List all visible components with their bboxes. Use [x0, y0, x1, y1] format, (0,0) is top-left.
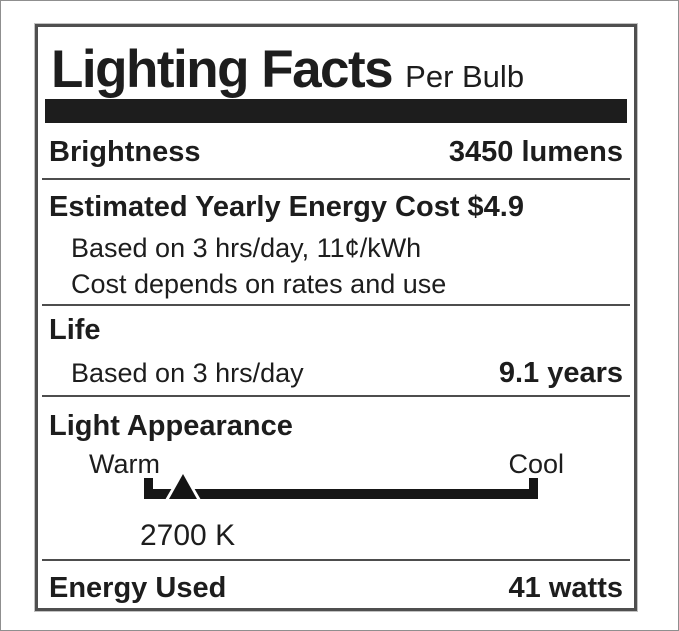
divider: [42, 395, 630, 397]
energy-used-value: 41 watts: [508, 572, 623, 604]
label-title: Lighting Facts: [51, 40, 394, 99]
brightness-label: Brightness: [49, 136, 201, 168]
brightness-value: 3450 lumens: [448, 136, 623, 168]
scale-cap-left: [144, 478, 153, 499]
warm-label: Warm: [89, 449, 160, 479]
life-label: Life: [49, 314, 101, 346]
color-temp-marker-icon: [169, 474, 197, 499]
light-appearance-label: Light Appearance: [49, 410, 293, 442]
divider: [42, 559, 630, 561]
scale-cap-right: [529, 478, 538, 499]
lighting-facts-label: Lighting Facts Per Bulb Brightness 3450 …: [35, 24, 637, 611]
kelvin-value: 2700 K: [140, 519, 236, 552]
header-black-bar: [45, 99, 627, 123]
energy-cost-basis: Based on 3 hrs/day, 11¢/kWh: [71, 233, 422, 263]
cool-label: Cool: [508, 449, 564, 479]
label-header: Lighting Facts Per Bulb: [51, 40, 626, 99]
life-value: 9.1 years: [498, 357, 623, 389]
divider: [42, 304, 630, 306]
life-row: Based on 3 hrs/day 9.1 years: [71, 357, 623, 390]
scale-line: [144, 489, 538, 499]
label-subtitle: Per Bulb: [405, 59, 525, 94]
color-temperature-scale: [144, 469, 538, 500]
energy-used-row: Energy Used 41 watts: [49, 572, 623, 605]
energy-cost-note: Cost depends on rates and use: [71, 269, 447, 299]
life-basis: Based on 3 hrs/day: [71, 358, 304, 388]
energy-cost-title: Estimated Yearly Energy Cost $4.9: [49, 191, 524, 223]
brightness-row: Brightness 3450 lumens: [49, 136, 623, 169]
divider: [42, 178, 630, 180]
energy-used-label: Energy Used: [49, 572, 227, 604]
